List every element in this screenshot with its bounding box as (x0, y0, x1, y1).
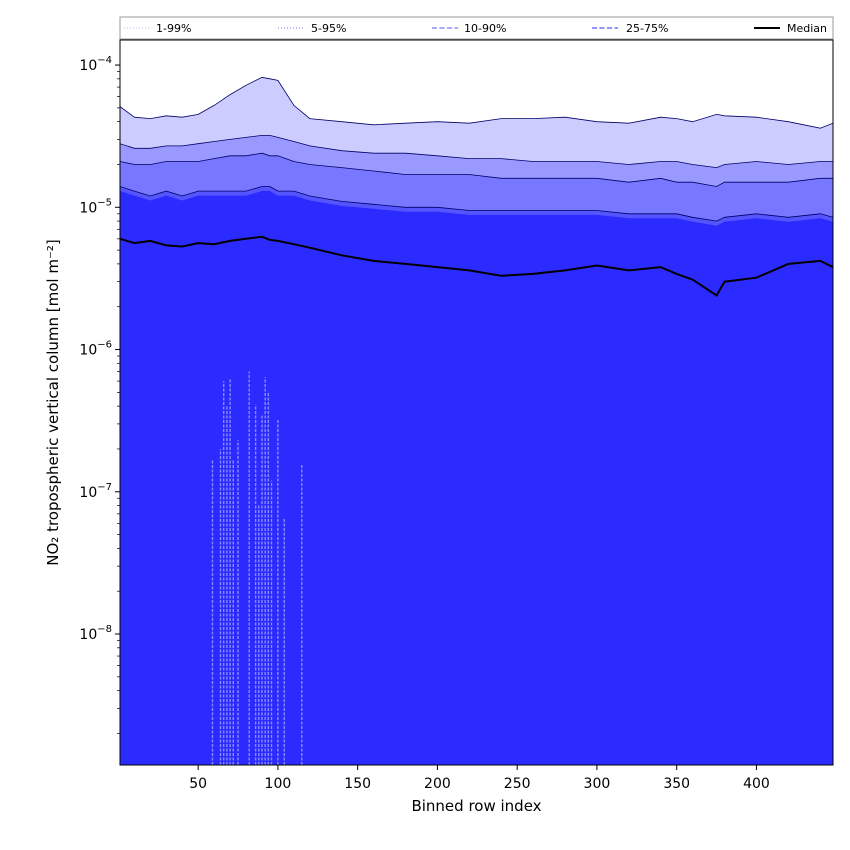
x-axis: 50 100 150 200 250 300 350 400 (189, 765, 770, 792)
band-10-90%-upper-line (120, 152, 833, 187)
band-25-75%-upper-line (120, 186, 833, 222)
y-tick-label-2: 10−6 (79, 340, 112, 359)
median-line (120, 235, 833, 297)
x-axis-label: Binned row index (411, 797, 541, 815)
x-tick-label-400: 400 (743, 776, 770, 792)
legend-label-Median: Median (787, 22, 827, 35)
y-axis-label: NO₂ tropospheric vertical column [mol m⁻… (44, 239, 62, 565)
y-axis: 10−8 10−7 10−6 10−5 10−4 (79, 55, 120, 734)
plot-frame (119, 39, 834, 766)
band-5-95%-upper-line (120, 135, 833, 169)
x-tick-label-200: 200 (424, 776, 451, 792)
legend-box (119, 16, 834, 40)
legend-label-5-95%: 5-95% (311, 22, 346, 35)
plot-series-group (120, 76, 833, 765)
band-1-99%-upper-line (120, 76, 833, 129)
x-tick-label-100: 100 (265, 776, 292, 792)
legend: 1-99% 5-95% 10-90% 25-75% Median (119, 16, 834, 40)
plot-area (119, 39, 834, 766)
x-tick-label-150: 150 (344, 776, 371, 792)
legend-label-10-90%: 10-90% (464, 22, 506, 35)
legend-label-25-75%: 25-75% (626, 22, 668, 35)
x-tick-label-250: 250 (504, 776, 531, 792)
x-tick-label-350: 350 (663, 776, 690, 792)
x-tick-label-50: 50 (189, 776, 207, 792)
y-tick-label-3: 10−5 (79, 197, 112, 216)
y-tick-label-1: 10−7 (79, 482, 112, 501)
y-tick-label-0: 10−8 (79, 624, 112, 643)
x-tick-label-300: 300 (584, 776, 611, 792)
legend-label-1-99%: 1-99% (156, 22, 191, 35)
y-tick-label-4: 10−4 (79, 55, 112, 74)
inner-fill (120, 191, 833, 765)
